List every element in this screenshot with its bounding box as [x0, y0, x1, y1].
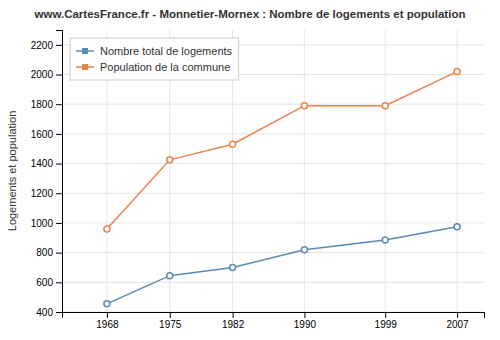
- grid-line-y: [62, 104, 484, 105]
- y-tick-mark: [56, 45, 62, 46]
- y-axis-title: Logements et population: [6, 111, 18, 231]
- legend: Nombre total de logements Population de l…: [70, 38, 239, 80]
- y-tick: 600: [36, 277, 62, 288]
- grid-line-y: [62, 252, 484, 253]
- series-marker: [104, 301, 110, 307]
- series-marker: [454, 69, 460, 75]
- x-tick: 1982: [222, 312, 245, 330]
- y-tick: 400: [36, 307, 62, 318]
- grid: [62, 30, 484, 312]
- y-tick-mark: [56, 253, 62, 254]
- series-marker: [301, 247, 307, 253]
- plot: 1968 1975 1982 1990 1999 2007 400 600 800 1000 120…: [31, 30, 485, 330]
- grid-line-y: [62, 222, 484, 223]
- y-tick-mark: [56, 223, 62, 224]
- series-marker: [230, 141, 236, 147]
- y-tick-label: 600: [36, 277, 53, 288]
- y-tick-mark: [56, 134, 62, 135]
- y-tick-label: 2200: [31, 40, 54, 51]
- grid-line-y: [62, 133, 484, 134]
- grid-line-y: [62, 163, 484, 164]
- series-marker: [382, 237, 388, 243]
- y-tick-mark: [56, 75, 62, 76]
- y-tick: 1400: [31, 158, 62, 169]
- series-line: [107, 72, 457, 229]
- x-tick-label: 2007: [446, 319, 469, 330]
- series-marker: [167, 157, 173, 163]
- x-tick-label: 1982: [222, 319, 245, 330]
- series-marker: [301, 103, 307, 109]
- x-tick: 1999: [375, 312, 398, 330]
- legend-swatch: [82, 48, 88, 54]
- marks: [104, 69, 460, 307]
- x-tick-mark: [107, 312, 108, 318]
- y-tick-label: 2000: [31, 69, 54, 80]
- x-tick-label: 1999: [375, 319, 398, 330]
- y-tick: 2200: [31, 40, 62, 51]
- y-tick-mark: [56, 164, 62, 165]
- legend-swatch: [82, 64, 88, 70]
- y-tick: 800: [36, 247, 62, 258]
- x-tick-mark: [385, 312, 386, 318]
- legend-label: Nombre total de logements: [100, 45, 233, 57]
- y-tick-label: 1200: [31, 188, 54, 199]
- y-tick-label: 1600: [31, 129, 54, 140]
- grid-line-y: [62, 282, 484, 283]
- y-tick-mark: [56, 312, 62, 313]
- y-axis-line: [56, 31, 63, 313]
- x-axis: 1968 1975 1982 1990 1999 2007: [63, 312, 485, 330]
- series-marker: [230, 264, 236, 270]
- y-tick-label: 1000: [31, 218, 54, 229]
- x-tick-mark: [170, 312, 171, 318]
- series-marker: [104, 226, 110, 232]
- y-tick: 1600: [31, 129, 62, 140]
- series-marker: [382, 103, 388, 109]
- y-tick-label: 400: [36, 307, 53, 318]
- legend-item: Population de la commune: [76, 61, 230, 73]
- x-tick: 1968: [96, 312, 119, 330]
- y-tick: 2000: [31, 69, 62, 80]
- grid-line-x: [385, 30, 386, 312]
- legend-box: [70, 38, 239, 80]
- y-tick: 1200: [31, 188, 62, 199]
- x-tick-mark: [304, 312, 305, 318]
- x-tick: 2007: [446, 312, 469, 330]
- x-tick-label: 1975: [159, 319, 182, 330]
- y-tick: 1000: [31, 218, 62, 229]
- y-tick-label: 1400: [31, 158, 54, 169]
- x-tick-mark: [457, 312, 458, 318]
- y-tick-label: 1800: [31, 99, 54, 110]
- legend-item: Nombre total de logements: [76, 45, 233, 57]
- series-line: [107, 227, 457, 304]
- legend-label: Population de la commune: [100, 61, 230, 73]
- series-marker: [454, 224, 460, 230]
- x-tick-label: 1968: [96, 319, 119, 330]
- grid-line-x: [304, 30, 305, 312]
- x-tick-mark: [233, 312, 234, 318]
- x-tick: 1975: [159, 312, 182, 330]
- y-tick-mark: [56, 193, 62, 194]
- title: www.CartesFrance.fr - Monnetier-Mornex :…: [34, 8, 466, 20]
- grid-line-y: [62, 193, 484, 194]
- y-tick-label: 800: [36, 247, 53, 258]
- x-axis-line: [63, 313, 485, 319]
- x-tick: 1990: [294, 312, 317, 330]
- series-marker: [167, 273, 173, 279]
- x-tick-label: 1990: [294, 319, 317, 330]
- y-tick-mark: [56, 104, 62, 105]
- y-tick-mark: [56, 282, 62, 283]
- y-tick: 1800: [31, 99, 62, 110]
- chart: 1968 1975 1982 1990 1999 2007 400 600 800 1000 120…: [0, 0, 500, 340]
- y-axis: 400 600 800 1000 1200 1400 1600 1800 2000 2200: [31, 31, 63, 318]
